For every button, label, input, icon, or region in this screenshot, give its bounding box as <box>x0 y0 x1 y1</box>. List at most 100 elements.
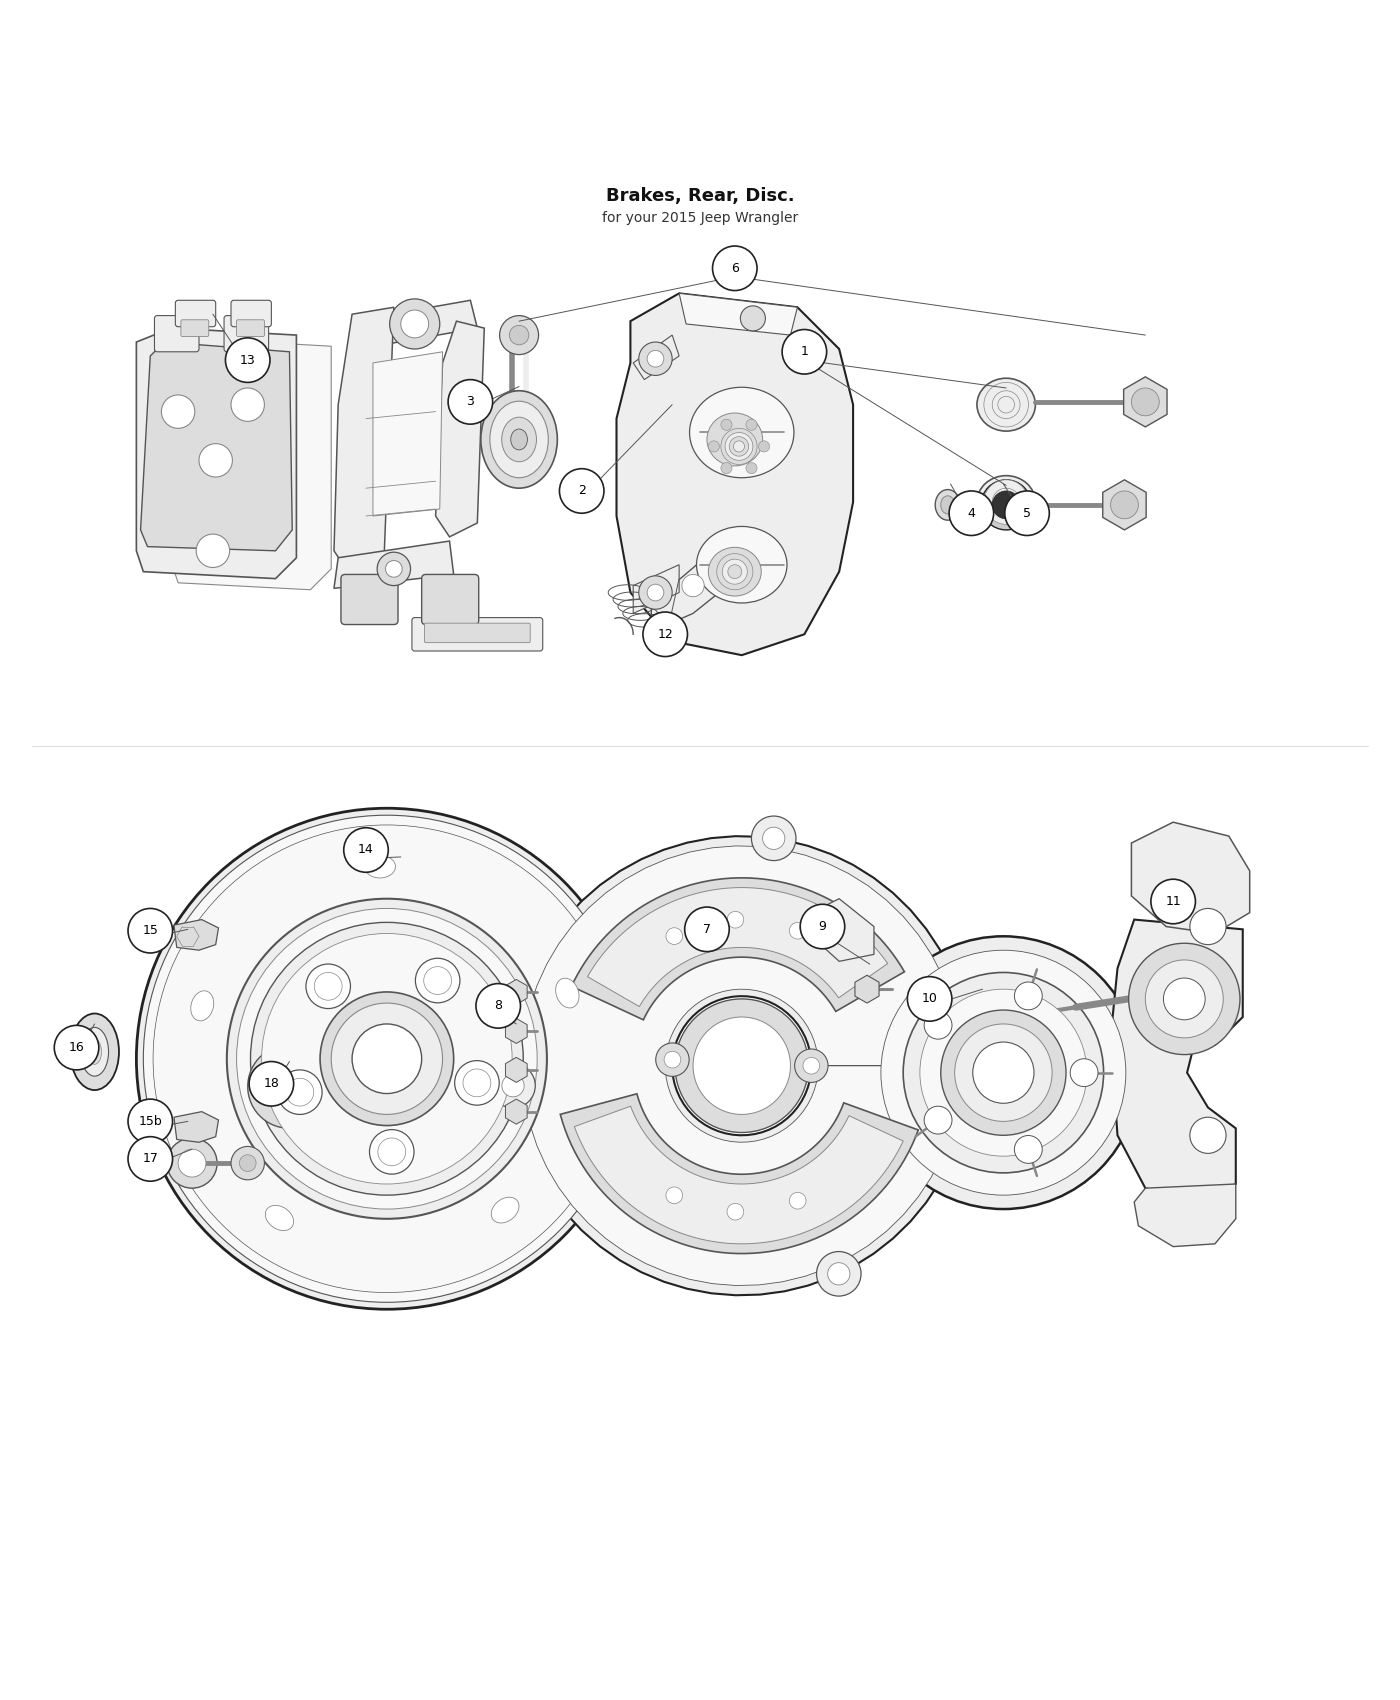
Circle shape <box>448 379 493 423</box>
Circle shape <box>717 554 753 590</box>
Circle shape <box>500 316 539 355</box>
Circle shape <box>993 488 1021 517</box>
Circle shape <box>728 564 742 578</box>
Polygon shape <box>1103 479 1147 530</box>
Circle shape <box>237 908 538 1209</box>
Circle shape <box>231 1146 265 1180</box>
Circle shape <box>344 828 388 872</box>
Circle shape <box>924 1012 952 1039</box>
Circle shape <box>693 1017 791 1115</box>
Text: 17: 17 <box>143 1153 158 1166</box>
Circle shape <box>143 816 630 1302</box>
Text: 14: 14 <box>358 843 374 857</box>
Polygon shape <box>1124 377 1168 427</box>
Circle shape <box>332 1003 442 1115</box>
Circle shape <box>920 989 1086 1156</box>
Circle shape <box>801 904 844 949</box>
Circle shape <box>790 923 806 938</box>
Circle shape <box>400 309 428 338</box>
Polygon shape <box>560 1093 918 1253</box>
Circle shape <box>286 1078 314 1107</box>
Polygon shape <box>571 877 904 1020</box>
Ellipse shape <box>941 496 955 513</box>
Circle shape <box>161 394 195 428</box>
Text: 3: 3 <box>466 396 475 408</box>
Circle shape <box>1145 960 1224 1039</box>
Circle shape <box>941 1010 1065 1136</box>
Circle shape <box>378 1137 406 1166</box>
Circle shape <box>638 342 672 376</box>
Circle shape <box>727 1204 743 1221</box>
Circle shape <box>1128 944 1240 1054</box>
Circle shape <box>1131 388 1159 416</box>
Text: 13: 13 <box>239 354 256 367</box>
Circle shape <box>783 330 826 374</box>
Circle shape <box>643 612 687 656</box>
Circle shape <box>881 950 1126 1195</box>
Polygon shape <box>855 976 879 1003</box>
Polygon shape <box>335 308 393 571</box>
Polygon shape <box>435 321 484 537</box>
Text: 1: 1 <box>801 345 808 359</box>
Circle shape <box>984 382 1029 427</box>
Circle shape <box>491 1064 535 1108</box>
Polygon shape <box>522 847 962 1285</box>
Text: 12: 12 <box>658 627 673 641</box>
Circle shape <box>759 440 770 452</box>
Circle shape <box>199 444 232 478</box>
Circle shape <box>734 440 745 452</box>
Ellipse shape <box>266 1205 294 1231</box>
Ellipse shape <box>501 416 536 462</box>
Polygon shape <box>616 294 853 654</box>
Circle shape <box>1151 879 1196 923</box>
Circle shape <box>262 933 512 1183</box>
Circle shape <box>746 420 757 430</box>
Circle shape <box>560 469 603 513</box>
Polygon shape <box>171 340 332 590</box>
FancyBboxPatch shape <box>224 316 269 352</box>
Polygon shape <box>372 352 442 517</box>
Circle shape <box>827 1263 850 1285</box>
Circle shape <box>713 246 757 291</box>
Polygon shape <box>1131 823 1250 933</box>
Circle shape <box>708 440 720 452</box>
Circle shape <box>729 437 749 456</box>
Circle shape <box>249 1061 294 1107</box>
Polygon shape <box>140 342 293 551</box>
Ellipse shape <box>707 413 763 466</box>
Text: 15b: 15b <box>139 1115 162 1127</box>
Polygon shape <box>1110 920 1243 1205</box>
Circle shape <box>993 391 1021 418</box>
Circle shape <box>666 928 683 945</box>
Text: 6: 6 <box>731 262 739 275</box>
Circle shape <box>276 1073 304 1100</box>
Circle shape <box>370 1129 414 1175</box>
Circle shape <box>1163 977 1205 1020</box>
Polygon shape <box>174 920 218 950</box>
Circle shape <box>385 561 402 578</box>
FancyBboxPatch shape <box>175 301 216 326</box>
Circle shape <box>998 493 1015 510</box>
Circle shape <box>277 1069 322 1115</box>
Text: 2: 2 <box>578 484 585 498</box>
Text: 10: 10 <box>921 993 938 1005</box>
Ellipse shape <box>480 391 557 488</box>
Circle shape <box>455 1061 500 1105</box>
Ellipse shape <box>70 1013 119 1090</box>
FancyBboxPatch shape <box>231 301 272 326</box>
Circle shape <box>949 491 994 536</box>
Circle shape <box>239 1154 256 1171</box>
FancyBboxPatch shape <box>424 624 531 643</box>
Polygon shape <box>633 564 679 614</box>
Ellipse shape <box>491 1197 519 1222</box>
Circle shape <box>955 1023 1051 1122</box>
Circle shape <box>153 824 620 1292</box>
Circle shape <box>675 1000 809 1132</box>
Circle shape <box>816 1251 861 1295</box>
Circle shape <box>666 1187 683 1204</box>
Polygon shape <box>651 563 728 631</box>
Circle shape <box>993 491 1021 518</box>
FancyBboxPatch shape <box>412 617 543 651</box>
Circle shape <box>795 1049 827 1083</box>
Circle shape <box>510 325 529 345</box>
